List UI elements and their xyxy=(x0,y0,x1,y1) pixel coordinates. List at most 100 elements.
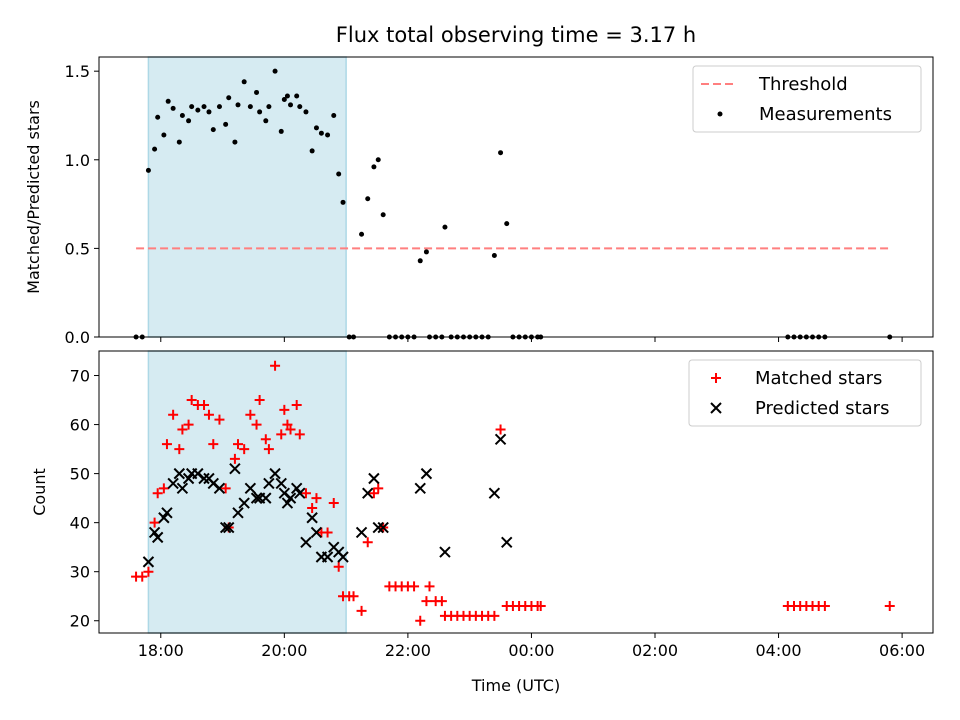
matched-star-point xyxy=(263,444,274,455)
legend-predicted-swatch xyxy=(710,402,722,414)
measurement-point xyxy=(170,105,176,111)
predicted-star-point xyxy=(294,487,306,499)
matched-star-point xyxy=(183,419,194,430)
legend-matched-swatch xyxy=(711,373,721,383)
y-tick-label: 0.5 xyxy=(65,239,90,258)
matched-star-point xyxy=(161,439,172,450)
matched-star-point xyxy=(307,502,318,513)
matched-star-point xyxy=(276,429,287,440)
y-tick-label: 60 xyxy=(70,416,90,435)
matched-star-point xyxy=(251,419,262,430)
measurement-point xyxy=(201,104,207,110)
matched-star-point xyxy=(348,591,359,602)
measurement-point xyxy=(491,252,497,258)
predicted-star-point xyxy=(439,546,451,558)
measurement-point xyxy=(254,89,260,95)
matched-star-point xyxy=(819,601,830,612)
legend-box xyxy=(688,359,922,427)
axes-frame xyxy=(98,350,934,634)
predicted-star-point xyxy=(372,521,384,534)
measurement-point xyxy=(281,97,287,103)
predicted-star-point xyxy=(368,472,380,485)
predicted-star-point xyxy=(232,507,244,519)
measurement-point xyxy=(294,93,300,99)
x-tick-label: 00:00 xyxy=(508,641,554,660)
matched-star-point xyxy=(177,424,188,435)
matched-star-point xyxy=(208,439,219,450)
matched-star-point xyxy=(291,399,302,410)
matched-star-point xyxy=(884,601,895,612)
y-tick-label: 0.0 xyxy=(65,328,90,347)
matched-star-point xyxy=(356,605,367,616)
measurement-point xyxy=(189,104,195,110)
legend-label: Predicted stars xyxy=(755,398,889,419)
legend-box xyxy=(692,65,922,133)
measurement-point xyxy=(371,164,377,170)
predicted-star-point xyxy=(213,482,226,495)
legend-label: Measurements xyxy=(759,104,892,125)
y-tick-label: 50 xyxy=(70,465,90,484)
matched-star-point xyxy=(333,561,344,572)
measurement-point xyxy=(284,93,290,99)
matched-star-point xyxy=(220,483,231,494)
y-tick-label: 70 xyxy=(70,367,90,386)
matched-star-point xyxy=(409,581,420,592)
measurement-point xyxy=(278,128,284,134)
matched-star-point xyxy=(174,444,185,455)
matched-star-point xyxy=(300,488,311,499)
y-tick-label: 30 xyxy=(70,563,90,582)
matched-star-point xyxy=(495,424,506,435)
measurement-point xyxy=(161,132,167,138)
measurement-point xyxy=(216,104,222,110)
measurement-point xyxy=(359,231,365,237)
matched-star-point xyxy=(186,395,197,406)
matched-star-point xyxy=(233,439,243,450)
matched-star-point xyxy=(285,424,296,435)
legend-measurement-swatch xyxy=(717,111,723,117)
matched-star-point xyxy=(489,610,500,621)
measurement-point xyxy=(318,130,324,136)
axes-frame xyxy=(98,56,934,338)
measurement-point xyxy=(179,112,185,118)
y-tick-label: 20 xyxy=(70,612,90,631)
predicted-star-point xyxy=(219,521,232,534)
predicted-star-point xyxy=(501,536,513,548)
matched-star-point xyxy=(260,434,271,445)
measurement-point xyxy=(325,132,331,138)
x-tick-label: 02:00 xyxy=(632,641,678,660)
predicted-star-point xyxy=(284,492,297,504)
measurement-point xyxy=(288,102,294,108)
measurement-point xyxy=(247,104,253,110)
matched-star-point xyxy=(373,483,384,494)
measurement-point xyxy=(235,102,241,108)
matched-star-point xyxy=(362,537,373,548)
legend-label: Matched stars xyxy=(755,368,882,389)
measurement-point xyxy=(232,139,238,145)
predicted-star-point xyxy=(223,521,235,534)
matched-star-point xyxy=(199,399,210,410)
measurement-point xyxy=(206,109,212,115)
predicted-star-point xyxy=(377,521,389,534)
matched-star-point xyxy=(158,483,169,494)
measurement-point xyxy=(195,107,201,113)
measurement-point xyxy=(336,171,342,177)
matched-star-point xyxy=(322,527,333,538)
predicted-star-point xyxy=(269,467,281,480)
predicted-star-point xyxy=(161,507,173,519)
measurement-point xyxy=(272,68,278,74)
measurement-point xyxy=(504,221,510,227)
measurement-point xyxy=(309,148,315,154)
predicted-star-point xyxy=(362,487,374,499)
measurement-point xyxy=(165,98,171,104)
matched-star-point xyxy=(311,493,322,504)
matched-star-point xyxy=(415,615,426,626)
predicted-star-point xyxy=(198,472,210,485)
predicted-star-point xyxy=(321,551,334,563)
measurement-point xyxy=(152,146,158,152)
predicted-star-point xyxy=(260,492,272,504)
predicted-star-point xyxy=(238,497,250,509)
predicted-star-point xyxy=(310,526,323,539)
legend: Threshold Measurements xyxy=(692,65,922,133)
measurement-point xyxy=(380,212,386,218)
